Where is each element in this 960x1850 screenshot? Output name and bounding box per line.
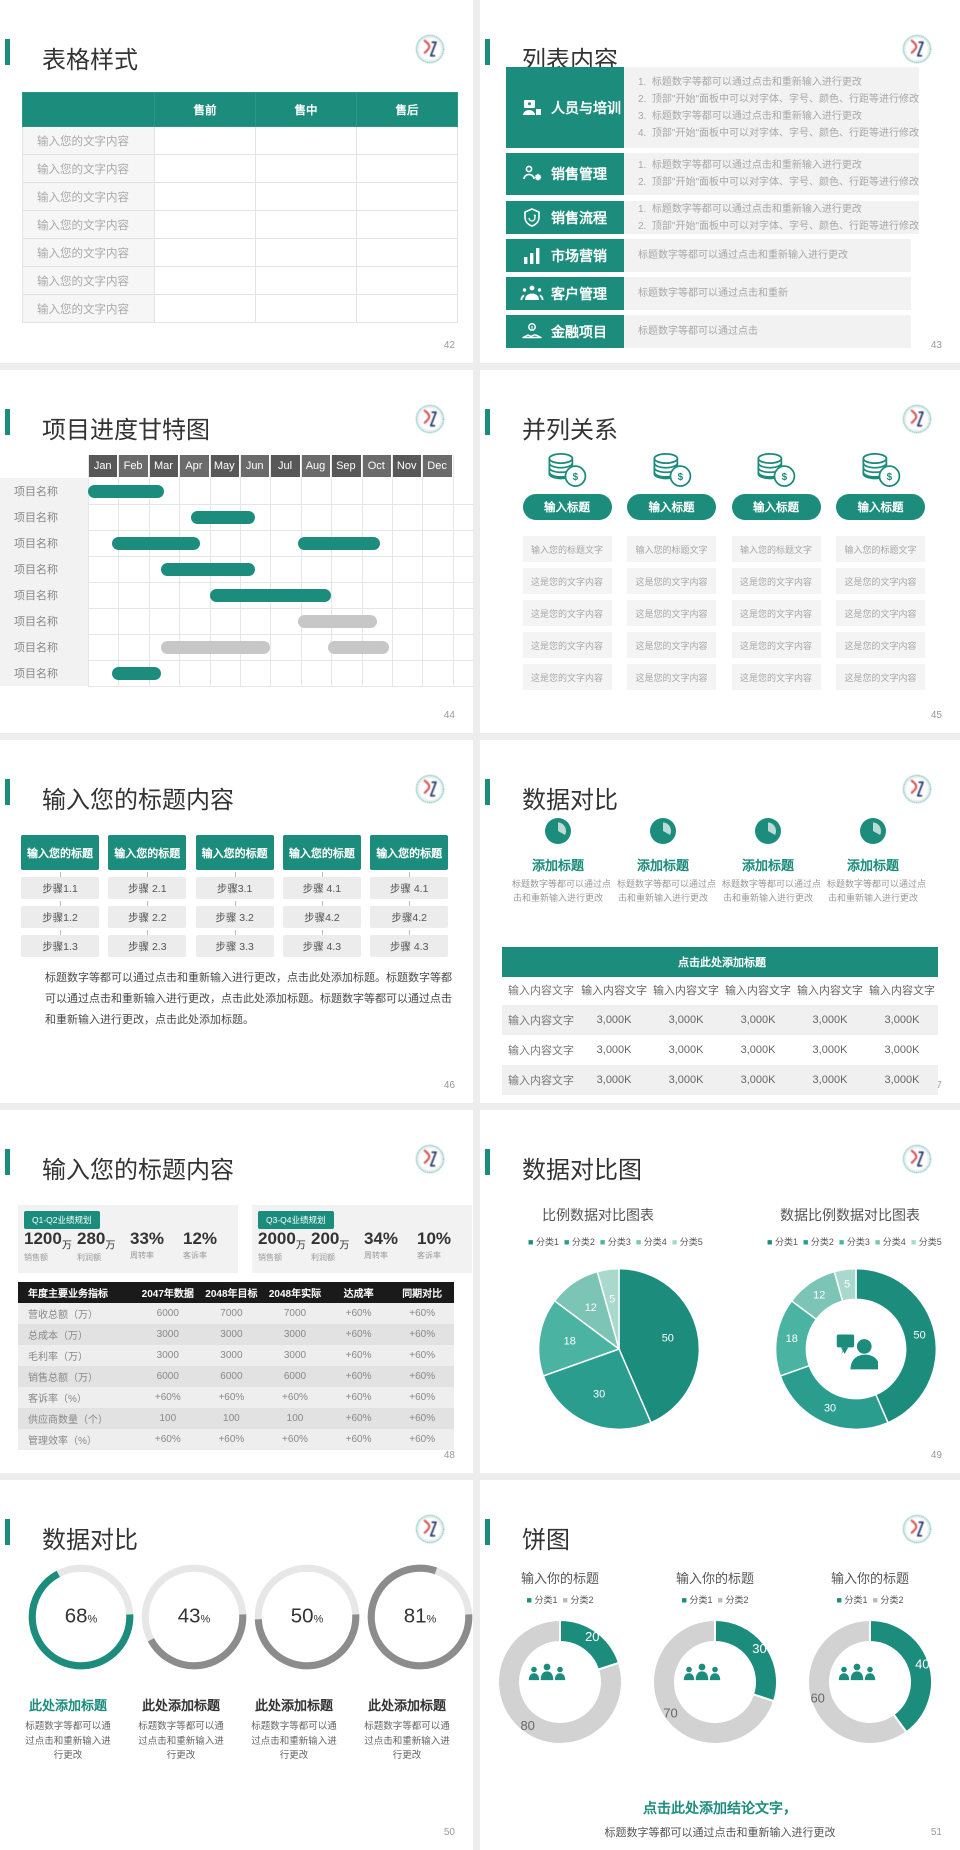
svg-text:60: 60 [810,1690,824,1705]
svg-text:18: 18 [786,1333,798,1345]
svg-text:$: $ [677,472,683,483]
svg-text:20: 20 [585,1629,599,1644]
svg-text:70: 70 [663,1706,677,1721]
svg-text:68%: 68% [65,1605,98,1628]
svg-text:5: 5 [609,1294,615,1306]
svg-text:30: 30 [593,1389,605,1401]
svg-text:40: 40 [915,1656,929,1671]
svg-text:5: 5 [844,1278,850,1290]
svg-text:50%: 50% [291,1605,324,1628]
svg-text:43%: 43% [178,1605,211,1628]
svg-text:$: $ [886,472,892,483]
svg-text:80: 80 [520,1718,534,1733]
svg-text:12: 12 [585,1302,597,1314]
svg-text:$: $ [573,472,579,483]
svg-text:30: 30 [752,1641,766,1656]
svg-text:30: 30 [824,1402,836,1414]
svg-text:50: 50 [662,1333,674,1345]
svg-text:12: 12 [813,1289,825,1301]
svg-text:81%: 81% [404,1605,437,1628]
svg-text:$: $ [782,472,788,483]
svg-text:50: 50 [914,1330,926,1342]
svg-text:18: 18 [564,1335,576,1347]
